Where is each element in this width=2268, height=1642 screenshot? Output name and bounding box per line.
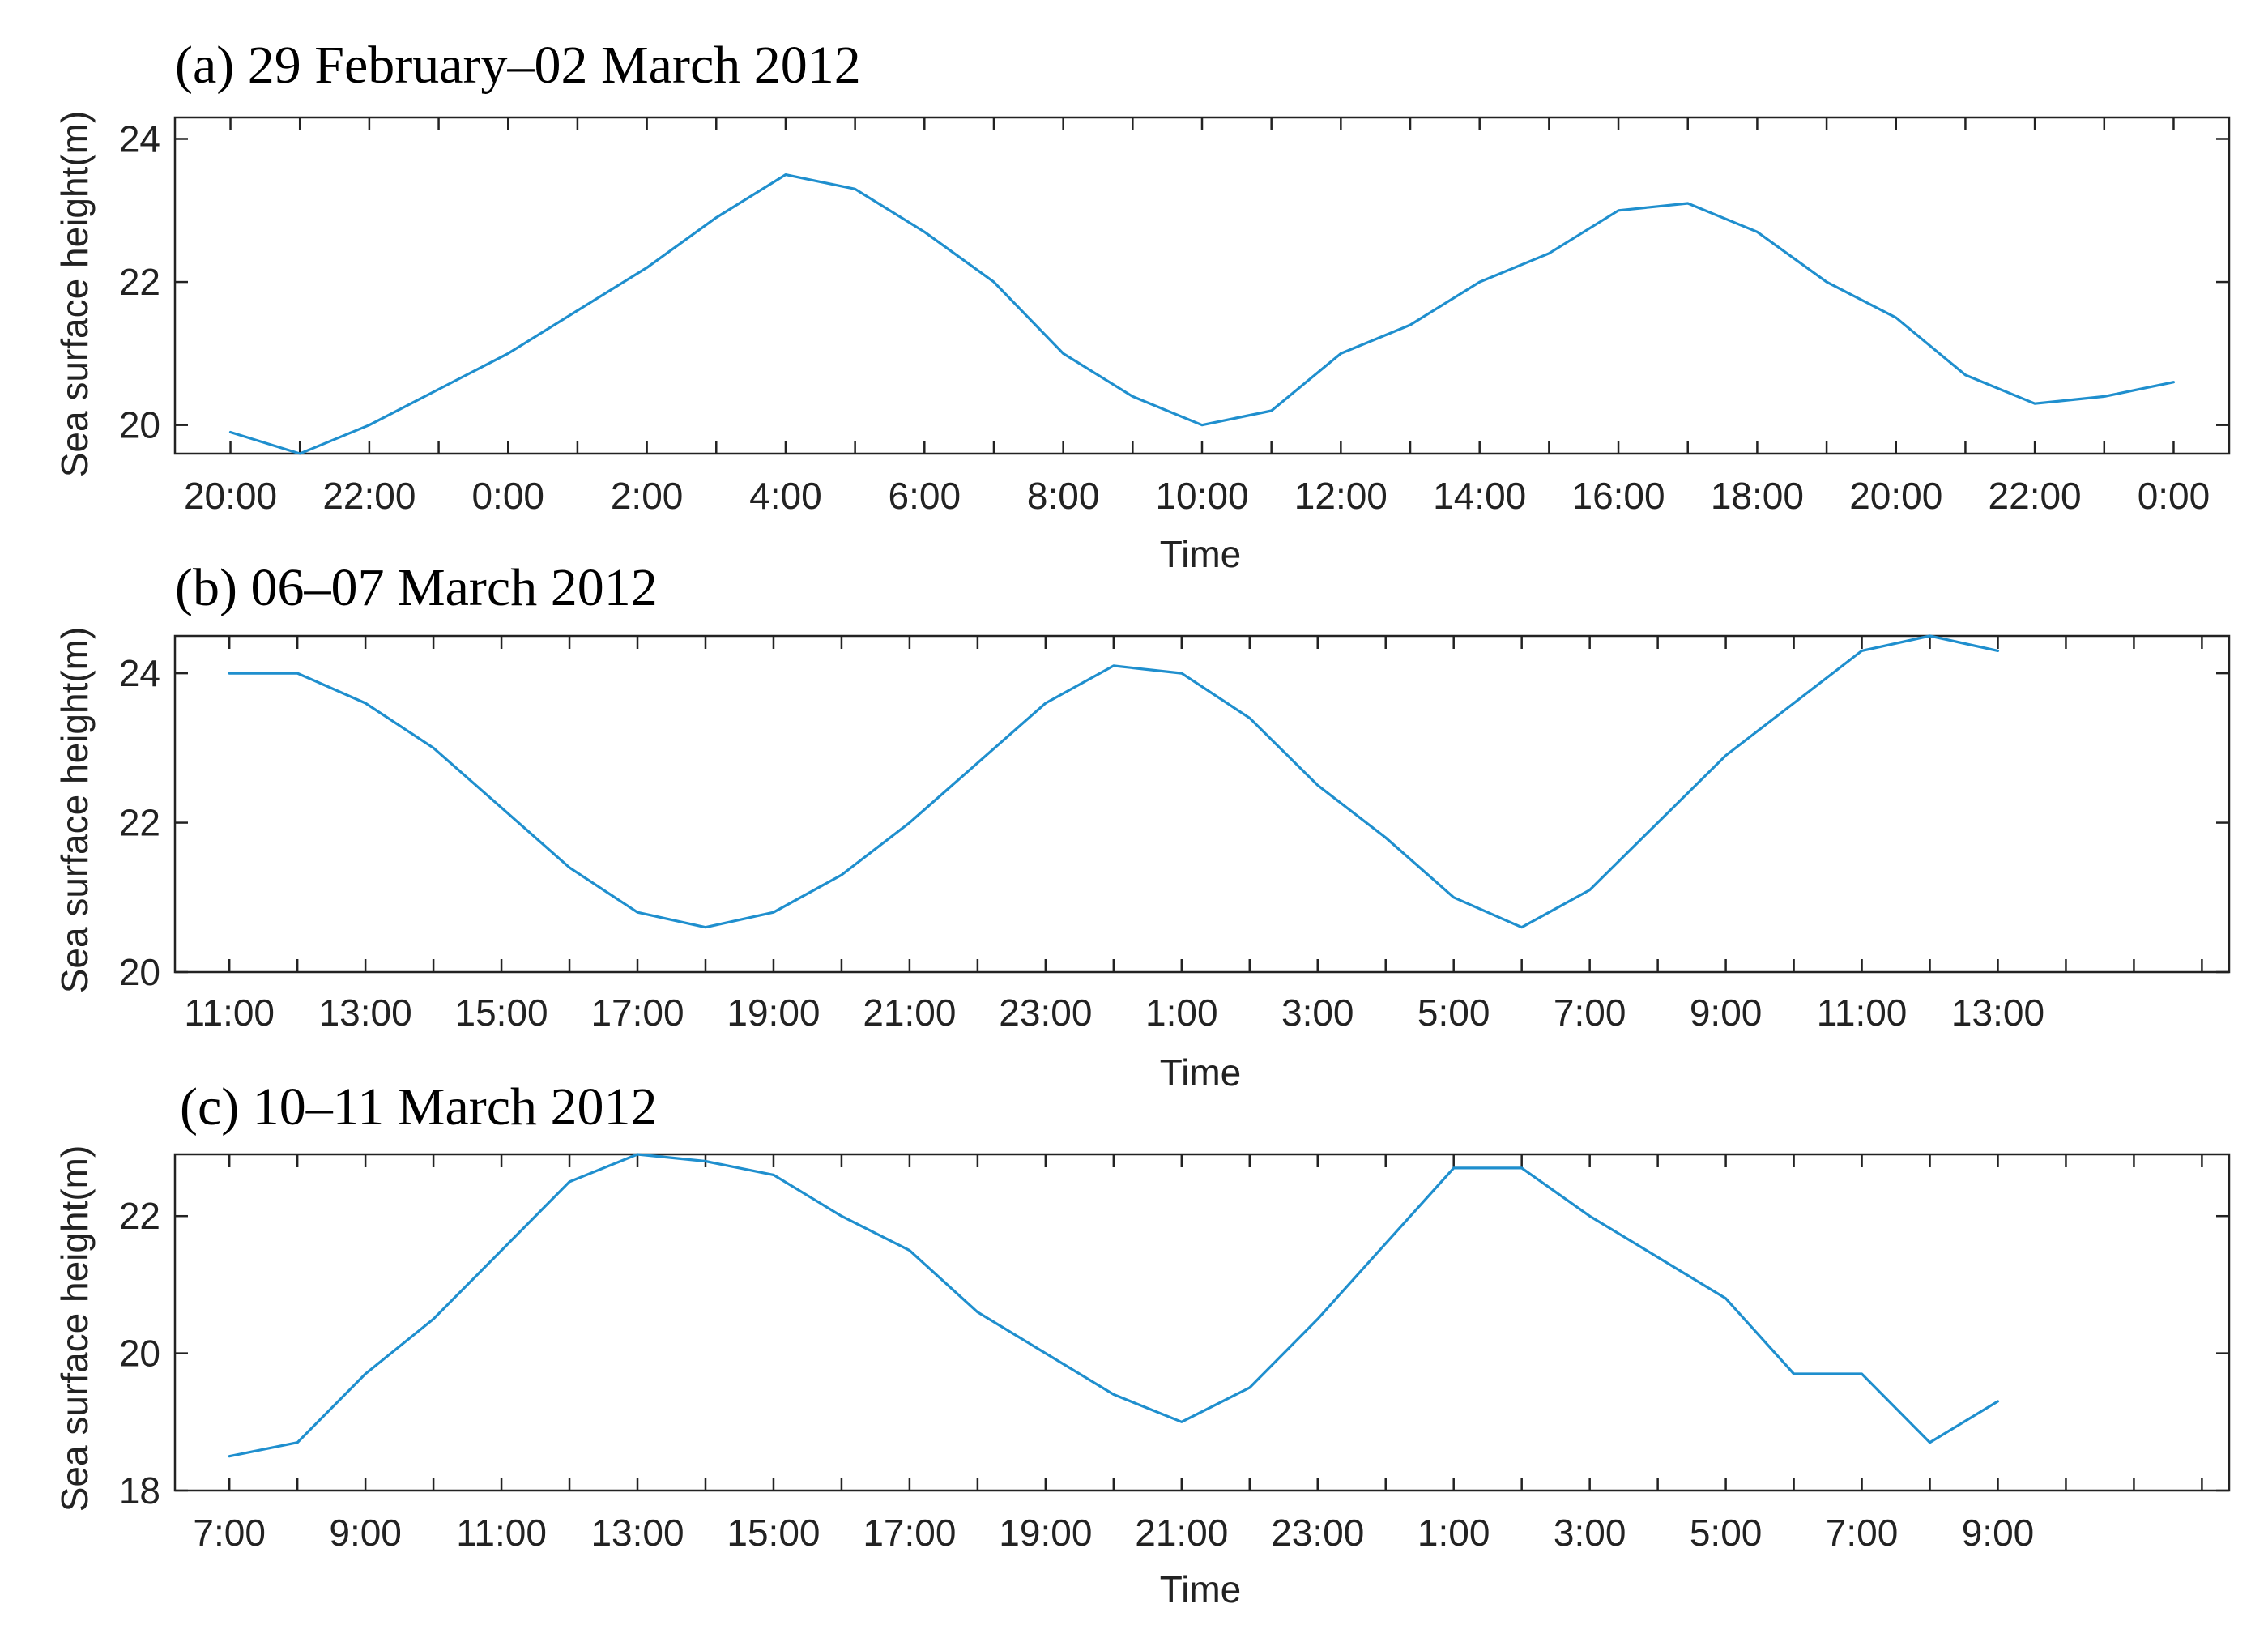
panel-a-plot: 20:00 22:00 0:00 2:00 4:00 6:00 8:00 10:00 12:00… [119,116,2231,517]
y-tick-label: 18 [119,1469,160,1512]
x-tick-label: 12:00 [1294,475,1388,517]
panel-a-title: (a) 29 February–02 March 2012 [175,36,861,95]
x-tick-label: 23:00 [1271,1512,1364,1554]
y-tick-label: 24 [119,117,160,160]
x-tick-label: 16:00 [1571,475,1665,517]
x-tick-label: 15:00 [727,1512,820,1554]
panel-b-title: (b) 06–07 March 2012 [175,558,658,617]
x-tick-label: 0:00 [2138,475,2210,517]
y-tick-label: 20 [119,404,160,446]
x-tick-label: 9:00 [1690,992,1763,1034]
x-tick-label: 20:00 [184,475,277,517]
x-tick-label: 23:00 [999,992,1092,1034]
panel-b-plot: 11:00 13:00 15:00 17:00 19:00 21:00 23:00 1:00 3… [119,634,2231,1034]
x-tick-label: 13:00 [1951,992,2044,1034]
x-tick-label: 5:00 [1418,992,1490,1034]
panel-a-frame [173,116,2231,455]
x-tick-label: 5:00 [1690,1512,1763,1554]
panel-c-frame [173,1153,2231,1492]
x-tick-label: 11:00 [184,992,275,1034]
panel-b-frame [173,634,2231,974]
x-tick-label: 9:00 [1962,1512,2035,1554]
panel-c-series-line [228,1153,2000,1458]
y-tick-label: 22 [119,802,160,844]
x-tick-label: 6:00 [889,475,961,517]
panel-b-xlabel: Time [1160,1051,1242,1094]
x-tick-label: 14:00 [1433,475,1526,517]
x-tick-label: 7:00 [1826,1512,1899,1554]
x-tick-label: 7:00 [1554,992,1626,1034]
x-tick-label: 19:00 [727,992,820,1034]
x-tick-label: 3:00 [1554,1512,1626,1554]
panel-c-title: (c) 10–11 March 2012 [180,1077,658,1137]
x-tick-label: 15:00 [455,992,548,1034]
x-tick-label: 17:00 [863,1512,956,1554]
panel-c-plot: 7:00 9:00 11:00 13:00 15:00 17:00 19:00 21:00 23… [119,1153,2231,1554]
x-tick-label: 21:00 [1135,1512,1228,1554]
panel-a: (a) 29 February–02 March 2012 Sea surfac… [53,36,2231,575]
panel-b-series-line [228,634,2000,929]
x-tick-label: 1:00 [1418,1512,1490,1554]
panel-a-series-line [228,173,2176,455]
panel-c-xlabel: Time [1160,1568,1242,1610]
x-tick-label: 13:00 [319,992,412,1034]
y-tick-label: 22 [119,1195,160,1237]
panel-b: (b) 06–07 March 2012 Sea surface height(… [53,558,2231,1094]
y-tick-label: 20 [119,951,160,993]
x-tick-label: 22:00 [322,475,416,517]
x-tick-label: 21:00 [863,992,956,1034]
y-tick-label: 24 [119,652,160,694]
y-tick-label: 20 [119,1333,160,1375]
x-tick-label: 11:00 [456,1512,547,1554]
x-tick-label: 3:00 [1281,992,1354,1034]
x-tick-label: 7:00 [193,1512,266,1554]
y-tick-label: 22 [119,261,160,303]
x-tick-label: 20:00 [1849,475,1942,517]
panel-a-xlabel: Time [1160,533,1242,575]
x-tick-label: 0:00 [471,475,544,517]
panel-c: (c) 10–11 March 2012 Sea surface height(… [53,1077,2231,1610]
x-tick-label: 2:00 [611,475,684,517]
panel-b-ylabel: Sea surface height(m) [53,627,96,994]
x-tick-label: 4:00 [749,475,822,517]
panel-a-ylabel: Sea surface height(m) [53,111,96,478]
x-tick-label: 22:00 [1989,475,2082,517]
x-tick-label: 11:00 [1817,992,1908,1034]
x-tick-label: 18:00 [1711,475,1804,517]
x-tick-label: 17:00 [590,992,684,1034]
x-tick-label: 19:00 [999,1512,1092,1554]
x-tick-label: 13:00 [590,1512,684,1554]
x-tick-label: 10:00 [1155,475,1248,517]
x-tick-label: 8:00 [1027,475,1100,517]
panel-c-ylabel: Sea surface height(m) [53,1145,96,1512]
x-tick-label: 1:00 [1145,992,1218,1034]
x-tick-label: 9:00 [329,1512,402,1554]
